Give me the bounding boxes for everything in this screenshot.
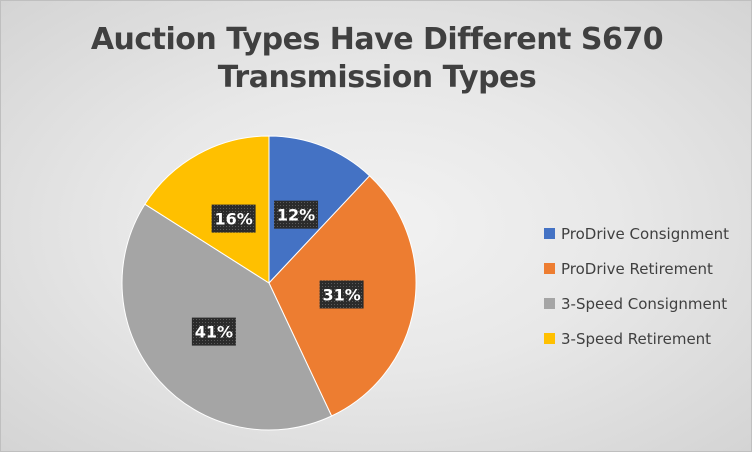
pie-slice-prodrive-consignment (268, 135, 371, 285)
legend-item-3-speed-retirement: 3-Speed Retirement (544, 321, 729, 356)
pie-slices (121, 135, 417, 431)
legend-item-prodrive-retirement: ProDrive Retirement (544, 251, 729, 286)
legend-label: ProDrive Retirement (561, 259, 713, 278)
legend-item-prodrive-consignment: ProDrive Consignment (544, 216, 729, 251)
pie-slice-3-speed-consignment (121, 203, 333, 431)
data-label-text: 12% (277, 206, 315, 225)
data-label-box (319, 280, 364, 309)
chart-title-line-2: Transmission Types (217, 60, 537, 95)
data-label-text: 31% (322, 285, 360, 304)
data-label-text: 16% (214, 210, 252, 229)
pie-slice-3-speed-retirement (144, 135, 270, 284)
legend: ProDrive Consignment ProDrive Retirement 3… (544, 216, 729, 356)
legend-swatch (544, 298, 555, 309)
legend-swatch (544, 263, 555, 274)
chart-title-line-1: Auction Types Have Different S670 (90, 22, 664, 57)
data-label-3-speed-consignment: 41% (191, 317, 236, 346)
legend-label: 3-Speed Retirement (561, 329, 712, 348)
chart-title: Auction Types Have Different S670 Transm… (1, 21, 751, 97)
legend-swatch (544, 228, 555, 239)
data-label-prodrive-consignment: 12% (274, 200, 319, 229)
legend-label: ProDrive Consignment (561, 224, 729, 243)
legend-item-3-speed-consignment: 3-Speed Consignment (544, 286, 729, 321)
data-label-3-speed-retirement: 16% (211, 204, 256, 233)
data-label-box (274, 200, 319, 229)
data-label-text: 41% (195, 323, 233, 342)
data-label-box (191, 317, 236, 346)
legend-swatch (544, 333, 555, 344)
data-label-box (211, 204, 256, 233)
pie-data-labels: 12% 31% 41% 16% (191, 200, 364, 346)
data-label-prodrive-retirement: 31% (319, 280, 364, 309)
legend-label: 3-Speed Consignment (561, 294, 728, 313)
